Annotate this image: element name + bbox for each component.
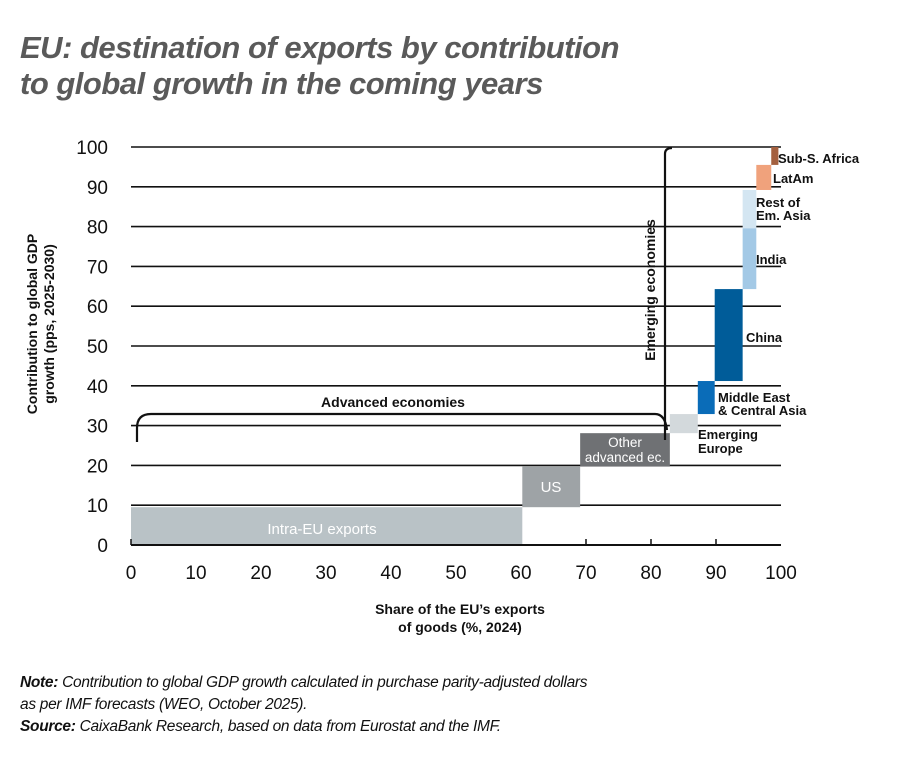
emerging-economies-bracket [663, 146, 673, 440]
x-axis-label-line1: Share of the EU’s exports [375, 601, 545, 617]
y-tick-label: 100 [76, 138, 108, 159]
x-tick-label: 40 [380, 563, 401, 584]
y-axis-label-line2: growth (pps, 2025-2030) [41, 244, 57, 404]
label-middle-east-1: Middle East [718, 390, 791, 405]
label-other-advanced-2: advanced ec. [585, 450, 665, 465]
note-text: Contribution to global GDP growth calcul… [58, 674, 588, 691]
source-text: CaixaBank Research, based on data from E… [75, 718, 501, 735]
bar-china [714, 289, 743, 382]
x-tick-label: 50 [445, 563, 466, 584]
y-tick-label: 40 [87, 377, 108, 398]
chart-title: EU: destination of exports by contributi… [20, 30, 740, 102]
x-tick-label: 70 [575, 563, 596, 584]
y-tick-label: 80 [87, 218, 108, 239]
note-line1: Note: Contribution to global GDP growth … [20, 672, 820, 694]
y-tick-label: 20 [87, 456, 108, 477]
bar-us [522, 466, 581, 508]
label-emerging-europe-1: Emerging [698, 427, 758, 442]
bar-india [742, 228, 757, 290]
label-rest-of-asia-1: Rest of [756, 195, 801, 210]
label-india: India [756, 252, 787, 267]
y-tick-label: 10 [87, 496, 108, 517]
bar-other-advanced-ec- [580, 433, 670, 467]
x-axis-label-line2: of goods (%, 2024) [398, 619, 522, 635]
label-rest-of-asia-2: Em. Asia [756, 208, 811, 223]
x-tick-label: 0 [126, 563, 137, 584]
x-tick-label: 60 [510, 563, 531, 584]
source-line: Source: CaixaBank Research, based on dat… [20, 716, 820, 738]
label-china: China [746, 330, 783, 345]
x-tick-label: 10 [185, 563, 206, 584]
y-tick-label: 60 [87, 297, 108, 318]
bar-rest-of-em-asia [742, 189, 757, 229]
label-middle-east-2: & Central Asia [718, 403, 807, 418]
y-axis-label: Contribution to global GDP growth (pps, … [24, 199, 58, 449]
label-us: US [541, 479, 562, 496]
bar-intra-eu-exports [131, 507, 523, 545]
y-tick-label: 30 [87, 417, 108, 438]
x-axis-label: Share of the EU’s exports of goods (%, 2… [340, 600, 580, 636]
label-other-advanced-1: Other [608, 435, 642, 450]
bar-sub-s-africa [771, 147, 779, 165]
note-label: Note: [20, 674, 59, 691]
x-tick-label: 80 [640, 563, 661, 584]
bar-emerging-europe [669, 414, 698, 434]
x-tick-label: 30 [315, 563, 336, 584]
source-label: Source: [20, 718, 76, 735]
label-sub-saharan-africa: Sub-S. Africa [778, 151, 860, 166]
note-line2: as per IMF forecasts (WEO, October 2025)… [20, 696, 308, 713]
label-latam: LatAm [773, 171, 813, 186]
y-tick-label: 70 [87, 257, 108, 278]
chart-title-line2: to global growth in the coming years [20, 66, 543, 101]
x-tick-label: 20 [250, 563, 271, 584]
chart-notes: Note: Contribution to global GDP growth … [20, 672, 820, 738]
chart-title-line1: EU: destination of exports by contributi… [20, 30, 620, 65]
y-tick-label: 50 [87, 337, 108, 358]
label-emerging-europe-2: Europe [698, 441, 743, 456]
x-tick-label: 90 [705, 563, 726, 584]
bar-middle-east-central-asia [697, 381, 715, 415]
advanced-economies-label: Advanced economies [321, 394, 465, 410]
y-axis-label-line1: Contribution to global GDP [24, 233, 40, 415]
y-tick-label: 0 [97, 536, 108, 557]
label-intra-eu: Intra-EU exports [267, 521, 376, 538]
bar-latam [756, 164, 772, 190]
emerging-economies-label: Emerging economies [642, 219, 658, 361]
x-tick-label: 100 [765, 563, 797, 584]
y-tick-label: 90 [87, 178, 108, 199]
